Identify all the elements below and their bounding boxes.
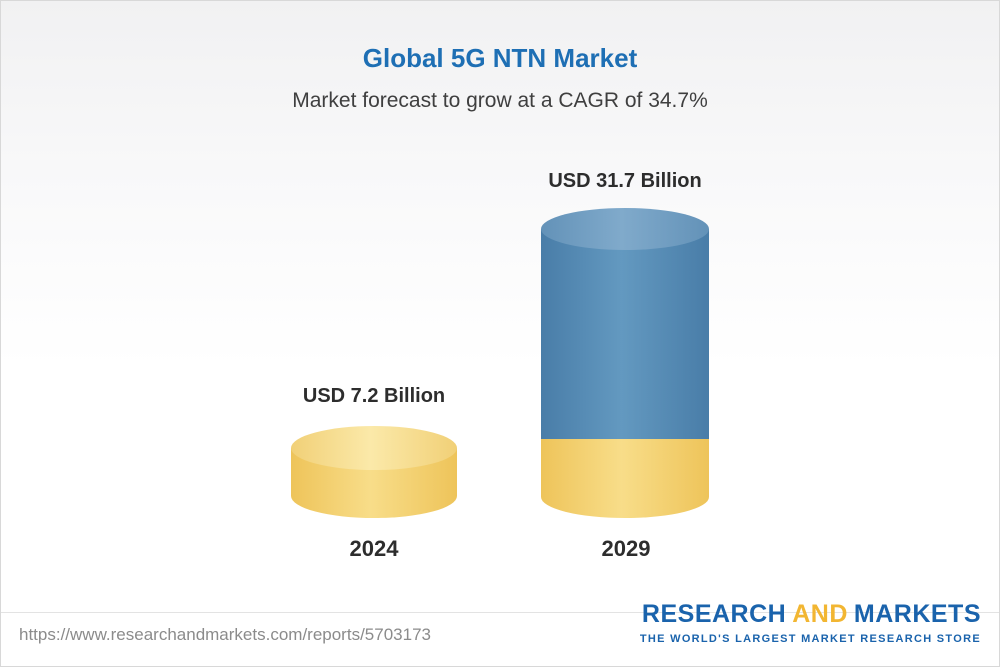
chart-subtitle: Market forecast to grow at a CAGR of 34.… bbox=[292, 89, 708, 112]
bar-2029-blue-segment bbox=[541, 229, 709, 439]
logo-word-research: RESEARCH bbox=[641, 600, 787, 628]
logo-word-and: AND bbox=[792, 600, 848, 628]
value-label-2029: USD 31.7 Billion bbox=[548, 170, 702, 192]
chart-title: Global 5G NTN Market bbox=[362, 43, 638, 73]
bar-2029 bbox=[541, 208, 709, 518]
x-axis-label-2024: 2024 bbox=[349, 536, 399, 561]
logo-tagline: THE WORLD'S LARGEST MARKET RESEARCH STOR… bbox=[639, 633, 981, 645]
bar-2024-top-ellipse bbox=[291, 426, 457, 470]
report-url: https://www.researchandmarkets.com/repor… bbox=[19, 625, 431, 644]
x-axis-label-2029: 2029 bbox=[601, 536, 651, 561]
research-and-markets-logo: RESEARCH AND MARKETS THE WORLD'S LARGEST M… bbox=[640, 600, 981, 645]
bar-2029-top-ellipse bbox=[541, 208, 709, 250]
logo-wordmark: RESEARCH AND MARKETS bbox=[640, 600, 981, 629]
bar-2024 bbox=[291, 426, 457, 518]
bar-2029-gold-segment bbox=[541, 439, 709, 518]
value-label-2024: USD 7.2 Billion bbox=[302, 385, 446, 407]
footer-divider bbox=[1, 612, 999, 613]
logo-word-markets: MARKETS bbox=[853, 600, 981, 628]
